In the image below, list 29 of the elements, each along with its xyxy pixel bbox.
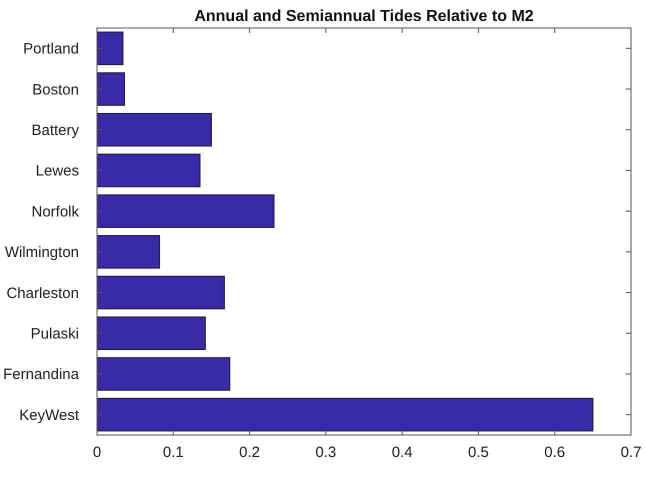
y-tick-label: Portland — [23, 40, 79, 58]
bar — [96, 154, 200, 188]
x-tick-label: 0.6 — [544, 444, 566, 461]
bar — [96, 32, 124, 66]
x-tick-label: 0 — [92, 444, 102, 461]
bar — [96, 235, 160, 269]
bar — [96, 316, 206, 350]
y-tick-label: Pulaski — [30, 326, 79, 342]
y-tick-label: Lewes — [36, 162, 79, 180]
chart-title: Annual and Semiannual Tides Relative to M2 — [194, 8, 534, 25]
bar — [96, 276, 225, 310]
bar — [96, 72, 125, 106]
x-tick-label: 0.3 — [315, 444, 336, 461]
y-tick-label: Battery — [31, 122, 80, 139]
y-tick-label: Fernandina — [3, 366, 80, 384]
x-tick-label: 0.5 — [468, 444, 489, 461]
x-tick-label: 0.1 — [162, 444, 184, 461]
x-tick-label: 0.4 — [392, 444, 413, 461]
y-tick-label: Charleston — [6, 284, 79, 302]
y-tick-label: Boston — [32, 81, 79, 98]
bar — [96, 194, 274, 228]
x-tick-label: 0.7 — [620, 444, 642, 461]
bar — [96, 112, 212, 147]
y-tick-label: Norfolk — [31, 203, 80, 220]
x-tick-label: 0.2 — [239, 444, 260, 461]
y-tick-label: KeyWest — [19, 406, 80, 424]
bar — [96, 357, 230, 391]
bar — [96, 398, 594, 432]
y-tick-label: Wilmington — [4, 244, 79, 262]
